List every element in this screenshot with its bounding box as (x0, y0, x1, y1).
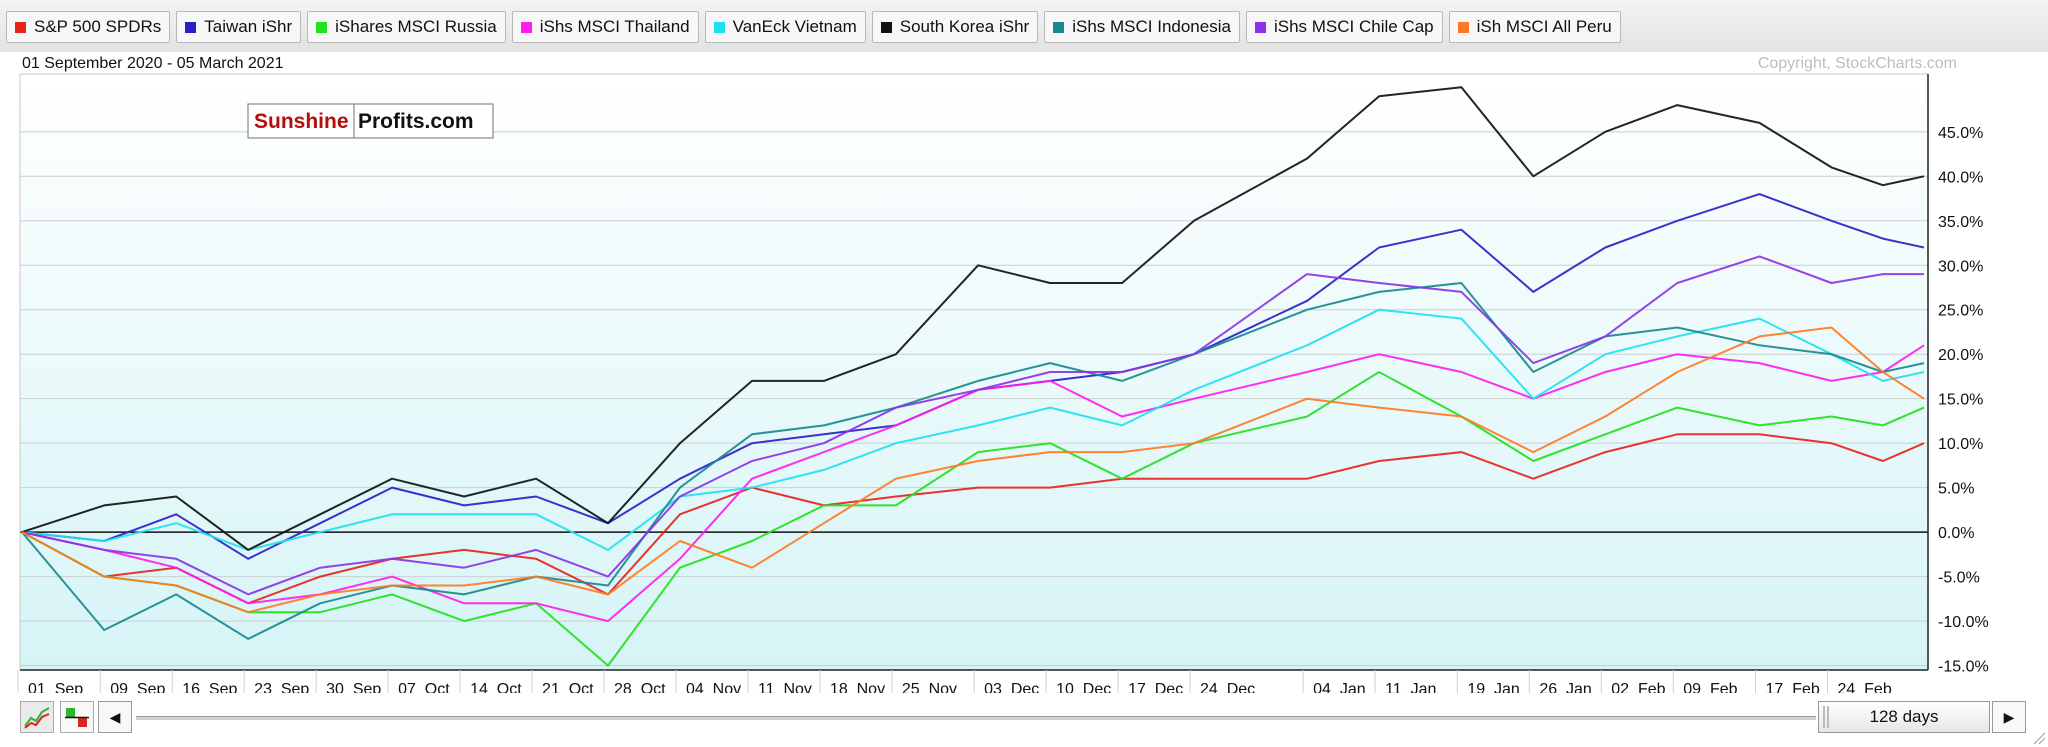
copyright: Copyright, StockCharts.com (1758, 55, 1957, 72)
legend-label: VanEck Vietnam (732, 17, 857, 36)
y-tick-label: 25.0% (1938, 303, 1983, 320)
date-range-slider-track[interactable] (136, 716, 1816, 720)
x-tick-labels: 01 Sep 09 Sep 16 Sep 23 Sep 30 Sep 07 Oct 14 O… (17, 670, 1892, 693)
legend-label: iShs MSCI Chile Cap (1273, 17, 1434, 36)
x-tick-label: 21 Oct (542, 681, 594, 693)
chart-area: -15.0% -10.0% -5.0% 0.0% 5.0% 10.0% 15.0% 20.0%… (0, 52, 2048, 693)
y-tick-label: -5.0% (1938, 570, 1980, 587)
slider-grip-icon (1823, 706, 1829, 728)
line-chart-icon (24, 707, 50, 729)
legend-swatch (15, 22, 26, 33)
x-tick-label: 24 Feb (1837, 681, 1891, 693)
y-tick-label: 5.0% (1938, 481, 1974, 498)
legend-item[interactable]: iShs MSCI Indonesia (1044, 11, 1240, 43)
date-range: 01 September 2020 - 05 March 2021 (22, 55, 284, 72)
legend-swatch (880, 22, 892, 33)
y-tick-label: 20.0% (1938, 347, 1983, 364)
legend-swatch (1053, 22, 1065, 33)
series-layer (21, 86, 1925, 667)
x-tick-label: 26 Jan (1539, 681, 1591, 693)
x-tick-label: 11 Nov (758, 681, 812, 693)
legend-item[interactable]: iShs MSCI Chile Cap (1245, 11, 1443, 43)
perf-chart-mode-button[interactable] (60, 701, 94, 733)
y-tick-label: -15.0% (1938, 659, 1989, 676)
legend-swatch (185, 22, 197, 33)
x-tick-label: 02 Feb (1611, 681, 1665, 693)
watermark-profits: Profits.com (358, 110, 474, 133)
x-tick-label: 01 Sep (28, 681, 83, 693)
series-line (21, 255, 1924, 596)
series-line (21, 282, 1925, 640)
legend-label: Taiwan iShr (204, 17, 293, 36)
line-chart-mode-button[interactable] (20, 701, 54, 733)
x-tick-label: 28 Oct (614, 681, 666, 693)
period-slider-handle[interactable]: 128 days (1818, 701, 1990, 733)
legend-label: iShares MSCI Russia (335, 17, 497, 36)
legend-item[interactable]: VanEck Vietnam (704, 11, 866, 43)
y-tick-label: 15.0% (1938, 392, 1983, 409)
x-tick-label: 11 Jan (1385, 681, 1436, 693)
x-tick-label: 09 Sep (110, 681, 165, 693)
x-tick-label: 24 Dec (1200, 681, 1255, 693)
x-tick-label: 03 Dec (984, 681, 1039, 693)
left-arrow-icon: ◀ (109, 709, 121, 725)
resize-grip-icon[interactable] (2032, 731, 2046, 745)
x-tick-label: 18 Nov (830, 681, 885, 693)
watermark-sunshine: Sunshine (254, 110, 349, 133)
y-tick-label: 35.0% (1938, 214, 1983, 231)
x-tick-label: 19 Jan (1467, 681, 1519, 693)
legend-item[interactable]: iShs MSCI Thailand (511, 11, 699, 43)
legend-item[interactable]: South Korea iShr (871, 11, 1039, 43)
series-line (21, 86, 1925, 551)
legend: S&P 500 SPDRs Taiwan iShr iShares MSCI Rus… (6, 11, 1627, 43)
grid-layer (20, 131, 1928, 667)
y-tick-label: 30.0% (1938, 258, 1983, 275)
legend-swatch (1457, 22, 1469, 33)
x-tick-label: 09 Feb (1683, 681, 1737, 693)
x-tick-label: 17 Feb (1766, 681, 1820, 693)
y-tick-label: 10.0% (1938, 436, 1983, 453)
legend-label: iSh MSCI All Peru (1476, 17, 1612, 36)
scroll-left-button[interactable]: ◀ (98, 701, 132, 733)
x-tick-label: 17 Dec (1128, 681, 1183, 693)
watermark-logo: Sunshine Profits.com (247, 103, 494, 139)
y-tick-label: 0.0% (1938, 525, 1974, 542)
x-tick-label: 14 Oct (470, 681, 522, 693)
legend-label: S&P 500 SPDRs (34, 17, 162, 36)
x-tick-label: 04 Jan (1313, 681, 1365, 693)
period-label: 128 days (1869, 707, 1939, 726)
series-line (21, 371, 1925, 667)
y-tick-label: -10.0% (1938, 614, 1989, 631)
performance-icon (65, 708, 89, 727)
legend-item[interactable]: Taiwan iShr (176, 11, 302, 43)
bottom-toolbar: ◀ 128 days ▶ (0, 693, 2048, 747)
legend-swatch (713, 22, 725, 33)
legend-label: South Korea iShr (899, 17, 1030, 36)
y-tick-label: 40.0% (1938, 169, 1983, 186)
legend-item[interactable]: iShares MSCI Russia (307, 11, 506, 43)
series-line (21, 326, 1925, 614)
legend-item[interactable]: iSh MSCI All Peru (1448, 11, 1621, 43)
x-tick-label: 04 Nov (686, 681, 741, 693)
right-arrow-icon: ▶ (2003, 709, 2015, 725)
x-tick-label: 30 Sep (326, 681, 381, 693)
x-tick-label: 10 Dec (1056, 681, 1111, 693)
legend-swatch (1254, 22, 1266, 33)
legend-item[interactable]: S&P 500 SPDRs (6, 11, 171, 43)
x-tick-label: 16 Sep (182, 681, 237, 693)
legend-swatch (520, 22, 532, 33)
plot-background (20, 74, 1928, 670)
x-tick-label: 23 Sep (254, 681, 309, 693)
scroll-right-button[interactable]: ▶ (1992, 701, 2026, 733)
legend-bar: S&P 500 SPDRs Taiwan iShr iShares MSCI Rus… (0, 0, 2048, 53)
series-line (21, 308, 1925, 551)
legend-swatch (316, 22, 328, 33)
x-tick-label: 25 Nov (902, 681, 957, 693)
y-tick-labels: -15.0% -10.0% -5.0% 0.0% 5.0% 10.0% 15.0% 20.0%… (1938, 125, 1989, 676)
series-line (21, 433, 1925, 605)
legend-label: iShs MSCI Indonesia (1072, 17, 1231, 36)
legend-label: iShs MSCI Thailand (539, 17, 690, 36)
y-tick-label: 45.0% (1938, 125, 1983, 142)
x-tick-label: 07 Oct (398, 681, 450, 693)
